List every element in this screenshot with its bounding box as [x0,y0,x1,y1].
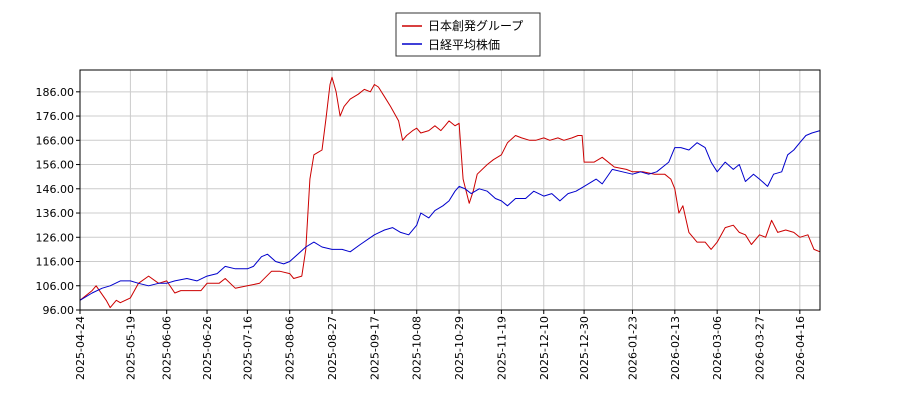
y-tick-label: 176.00 [36,110,75,123]
x-tick-label: 2025-06-26 [201,316,214,380]
x-tick-label: 2025-08-27 [326,316,339,380]
y-tick-label: 116.00 [36,256,75,269]
legend: 日本創発グループ 日経平均株価 [395,12,541,57]
x-tick-label: 2025-11-19 [495,316,508,380]
x-tick-label: 2026-02-13 [669,316,682,380]
y-tick-label: 156.00 [36,159,75,172]
y-tick-label: 126.00 [36,231,75,244]
legend-label-series-1: 日経平均株価 [428,37,500,52]
x-tick-label: 2026-03-06 [711,316,724,380]
x-tick-label: 2025-09-17 [368,316,381,380]
x-tick-label: 2025-12-30 [578,316,591,380]
y-tick-label: 186.00 [36,86,75,99]
series-layer [79,76,821,309]
x-tick-label: 2025-12-10 [538,316,551,380]
legend-label-series-0: 日本創発グループ [428,19,523,33]
legend-box [395,12,541,57]
y-axis: 96.00 106.00 116.00 126.00 136.00 146.00 156.0… [36,86,80,317]
x-tick-label: 2025-04-24 [74,316,87,380]
x-tick-label: 2026-01-23 [626,316,639,380]
grid-lines [79,70,820,311]
y-tick-label: 96.00 [43,304,75,317]
x-tick-label: 2025-10-08 [411,316,424,380]
y-tick-label: 146.00 [36,183,75,196]
series-line-0 [79,76,821,309]
x-tick-label: 2025-06-06 [161,316,174,380]
y-tick-label: 166.00 [36,134,75,147]
x-tick-label: 2025-05-19 [124,316,137,380]
x-tick-label: 2025-07-16 [241,316,254,380]
plot-frame [79,69,821,311]
y-tick-label: 136.00 [36,207,75,220]
x-tick-label: 2026-03-27 [754,316,767,380]
series-line-1 [79,130,821,301]
y-tick-label: 106.00 [36,280,75,293]
x-axis: 2025-04-24 2025-05-19 2025-06-06 2025-06-26… [74,310,807,380]
x-tick-label: 2025-08-06 [284,316,297,380]
x-tick-label: 2026-04-16 [794,316,807,380]
x-tick-label: 2025-10-29 [453,316,466,380]
